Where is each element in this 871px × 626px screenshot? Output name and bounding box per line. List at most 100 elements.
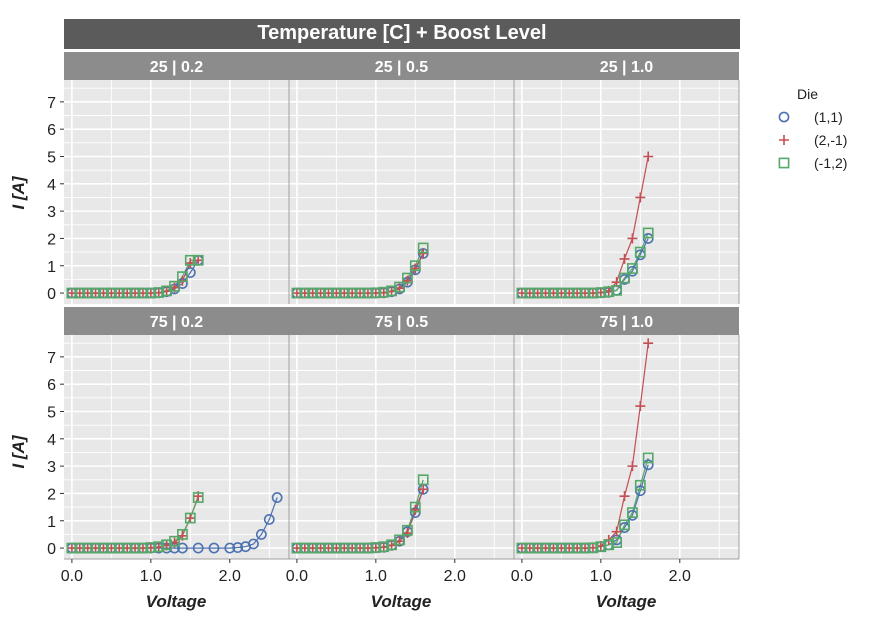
- data-point: [153, 287, 165, 298]
- data-point: [315, 542, 326, 554]
- data-point: [346, 287, 358, 299]
- data-point: [634, 479, 646, 491]
- data-point: [627, 263, 638, 274]
- data-point: [611, 537, 623, 549]
- data-point: [370, 542, 382, 553]
- legend-entry-label: (1,1): [814, 109, 843, 125]
- data-point: [145, 542, 157, 553]
- data-point: [548, 542, 559, 554]
- data-point: [66, 542, 78, 554]
- facet-header: [514, 52, 739, 80]
- data-point: [555, 542, 567, 554]
- data-point: [232, 542, 244, 553]
- data-point: [113, 287, 125, 299]
- facet-header: [64, 52, 289, 80]
- data-point: [299, 287, 311, 299]
- data-point: [82, 542, 94, 554]
- data-point: [346, 542, 358, 554]
- plot-area: [64, 80, 289, 304]
- data-point: [619, 272, 630, 284]
- data-point: [323, 542, 334, 554]
- facet-header: [514, 307, 739, 335]
- data-point: [587, 287, 599, 299]
- y-tick-label: 3: [47, 459, 56, 476]
- y-tick-label: 4: [47, 177, 56, 194]
- data-point: [192, 542, 204, 554]
- facet-panel: 25 | 0.2 0 1 2 3 4 5 6 7: [47, 52, 289, 304]
- data-point: [418, 248, 429, 259]
- data-point: [627, 461, 638, 472]
- facet-label: 75 | 0.2: [150, 314, 204, 331]
- data-point: [402, 528, 413, 539]
- x-axis-label-col1: Voltage: [146, 592, 207, 611]
- data-point: [634, 246, 646, 258]
- data-point: [362, 287, 374, 299]
- data-point: [402, 272, 413, 284]
- facet-panel: 75 | 1.0 0.0 1.0 2.0: [511, 307, 740, 585]
- data-point: [642, 227, 654, 239]
- data-point: [410, 504, 421, 515]
- data-point: [619, 519, 630, 531]
- data-point: [129, 287, 141, 299]
- data-point: [330, 542, 342, 554]
- y-tick-label: 3: [47, 204, 56, 221]
- y-tick-label: 1: [47, 259, 56, 276]
- data-point: [627, 233, 638, 244]
- data-point: [177, 529, 188, 540]
- data-point: [642, 452, 654, 464]
- y-tick-label: 5: [47, 404, 56, 421]
- y-tick-label: 7: [47, 95, 56, 112]
- facet-label: 25 | 0.2: [150, 59, 204, 76]
- data-point: [315, 287, 326, 299]
- data-point: [409, 501, 421, 513]
- y-axis-label-top: I [A]: [9, 175, 28, 209]
- y-tick-label: 2: [47, 486, 56, 503]
- y-tick-label: 4: [47, 432, 56, 449]
- data-point: [137, 287, 149, 299]
- legend-title: Die: [797, 86, 818, 102]
- data-point: [571, 287, 583, 299]
- data-point: [370, 287, 382, 299]
- data-point: [121, 287, 133, 299]
- facet-panels: 25 | 0.2 0 1 2 3 4 5 6 7 25 | 0.5 25 | 1.0 75 | 0.2…: [47, 52, 740, 585]
- data-point: [169, 280, 180, 292]
- data-point: [153, 541, 165, 553]
- plot-area: [514, 80, 739, 304]
- data-point: [177, 271, 188, 283]
- facet-label: 25 | 0.5: [375, 59, 429, 76]
- data-point: [105, 542, 117, 554]
- data-point: [177, 542, 188, 554]
- legend-entry-label: (-1,2): [814, 155, 847, 171]
- x-tick-label: 0.0: [511, 568, 533, 585]
- data-point: [619, 491, 630, 502]
- data-point: [66, 287, 78, 299]
- y-axis-label-bottom: I [A]: [9, 434, 28, 468]
- data-point: [548, 287, 559, 299]
- data-point: [105, 287, 117, 299]
- data-point: [323, 287, 334, 299]
- data-point: [611, 284, 623, 296]
- plot-area: [289, 335, 514, 559]
- data-point: [611, 526, 622, 537]
- data-point: [248, 538, 259, 550]
- data-point: [634, 485, 646, 497]
- data-point: [169, 535, 180, 547]
- data-point: [307, 287, 319, 299]
- data-point: [121, 542, 133, 554]
- facet-header: [289, 52, 514, 80]
- data-point: [98, 542, 109, 554]
- data-point: [185, 513, 196, 524]
- facet-header: [64, 307, 289, 335]
- data-point: [642, 459, 654, 471]
- y-tick-label: 0: [47, 541, 56, 558]
- data-point: [643, 338, 654, 349]
- data-point: [603, 286, 615, 298]
- facet-panel: 75 | 0.5 0.0 1.0 2.0: [286, 307, 514, 585]
- data-point: [378, 286, 390, 298]
- x-tick-label: 1.0: [140, 568, 162, 585]
- data-point: [82, 287, 94, 299]
- data-point: [524, 542, 536, 554]
- data-point: [338, 287, 350, 299]
